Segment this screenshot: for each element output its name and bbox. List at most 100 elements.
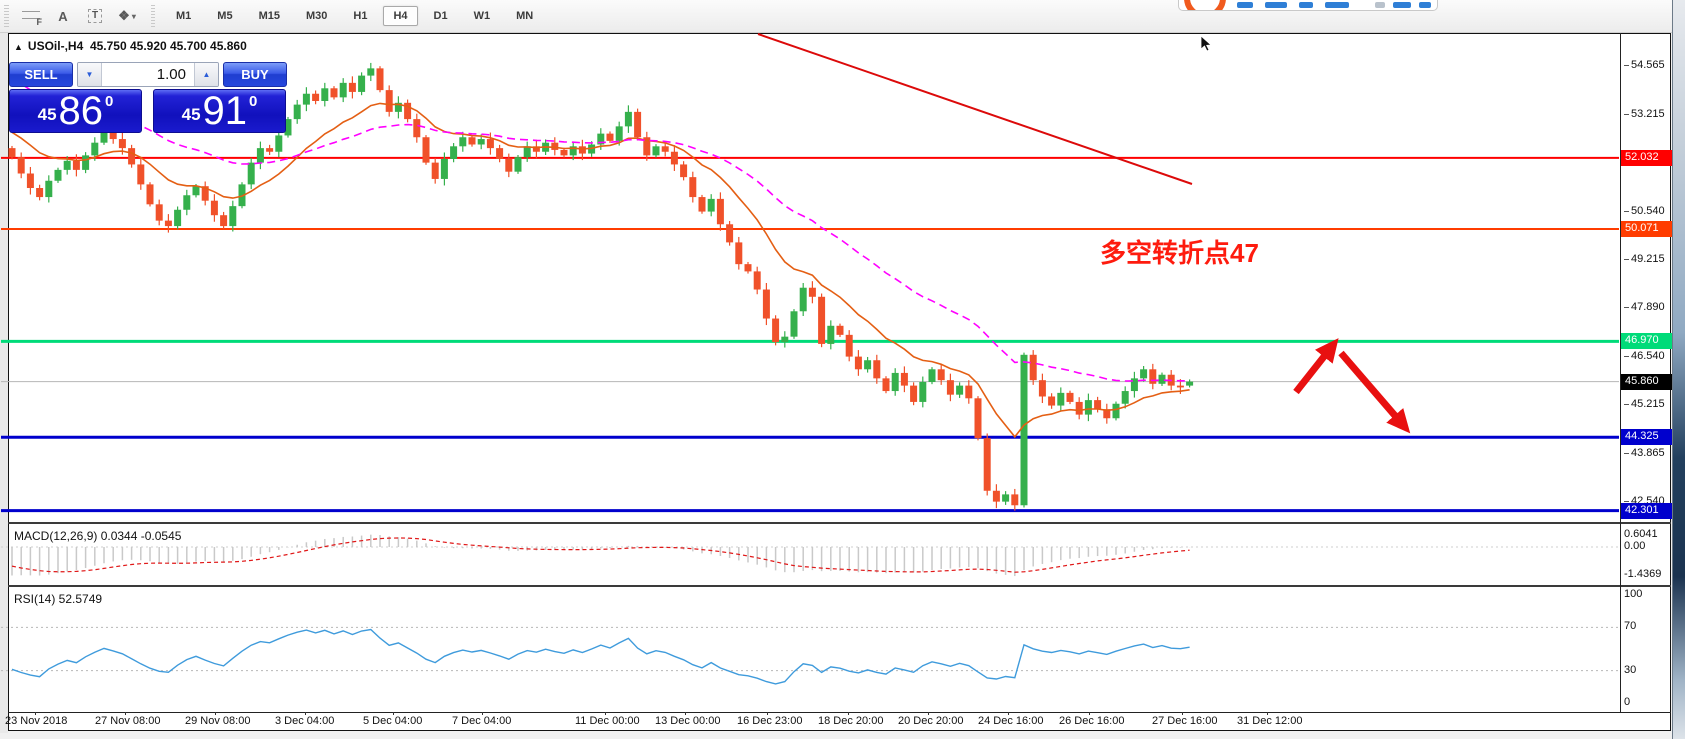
candle-body (661, 146, 669, 152)
macd-pane[interactable] (0, 525, 1620, 585)
timeframe-button-h1[interactable]: H1 (353, 10, 368, 22)
one-click-trade-panel: SELL ▼ ▲ BUY 45 86 0 45 91 0 (9, 62, 287, 133)
timeframe-button-d1[interactable]: D1 (433, 10, 448, 22)
buy-button[interactable]: BUY (223, 62, 287, 87)
candlestick-series (8, 62, 1194, 511)
sell-price-tile[interactable]: 45 86 0 (9, 89, 142, 133)
text-tool-icon[interactable]: A (58, 8, 68, 24)
candle-body (1176, 385, 1184, 388)
chevron-down-icon: ▾ (131, 11, 136, 21)
volume-decrease-button[interactable]: ▼ (78, 63, 102, 86)
rsi-title: RSI(14) 52.5749 (14, 592, 103, 606)
candle-body (505, 159, 513, 172)
timeframe-button-m15[interactable]: M15 (258, 10, 280, 22)
candle-body (937, 369, 945, 381)
arrow-up-drawing[interactable] (1293, 338, 1339, 395)
candle-body (1149, 369, 1157, 384)
candle-body (1038, 380, 1046, 397)
candle-body (8, 148, 16, 158)
fibonacci-tool-icon[interactable]: F (18, 3, 44, 29)
time-axis-line (8, 712, 1671, 713)
pane-divider[interactable] (8, 522, 1671, 524)
time-axis-tick (482, 712, 483, 715)
candle-body (63, 160, 71, 170)
time-axis-tick (685, 712, 686, 715)
buy-price-tile[interactable]: 45 91 0 (153, 89, 286, 133)
time-axis-label: 24 Dec 16:00 (978, 715, 1044, 727)
candle-body (394, 102, 402, 112)
time-axis-tick (35, 712, 36, 715)
rsi-pane[interactable] (0, 588, 1620, 711)
time-axis-label: 18 Dec 20:00 (818, 715, 884, 727)
candle-body (891, 372, 899, 392)
window-scrollbar-edge[interactable] (1672, 0, 1685, 739)
logo-glyph (1419, 2, 1431, 8)
timeframe-button-h4[interactable]: H4 (383, 6, 418, 26)
candle-body (26, 173, 34, 189)
timeframe-button-w1[interactable]: W1 (473, 10, 491, 22)
candle-body (1048, 396, 1056, 406)
candle-body (247, 162, 255, 185)
volume-input[interactable] (102, 63, 194, 86)
pane-divider[interactable] (8, 585, 1671, 587)
sell-button[interactable]: SELL (9, 62, 73, 87)
candle-body (707, 198, 715, 212)
time-axis-label: 23 Nov 2018 (5, 715, 68, 727)
candle-body (560, 149, 568, 156)
candle-body (440, 159, 448, 179)
candle-body (192, 186, 200, 196)
price-tick-label: 49.215 (1624, 253, 1678, 265)
candle-body (799, 287, 807, 312)
chart-title: ▲ USOil-,H4 45.750 45.920 45.700 45.860 (14, 39, 247, 53)
rsi-tick-label: 30 (1624, 663, 1637, 676)
candle-body (293, 104, 301, 120)
candle-body (569, 146, 577, 156)
moving-average-fast[interactable] (11, 102, 1190, 439)
candle-body (82, 155, 90, 170)
price-level-badge: 46.970 (1621, 333, 1677, 350)
macd-signal-line[interactable] (11, 537, 1190, 573)
candle-body (266, 148, 274, 152)
candle-body (854, 356, 862, 370)
candle-body (624, 111, 632, 127)
candle-body (413, 119, 421, 138)
volume-stepper: ▼ ▲ (77, 62, 219, 87)
candle-body (1066, 392, 1074, 402)
candle-body (597, 133, 605, 145)
rsi-line[interactable] (11, 628, 1190, 685)
arrow-down-drawing[interactable] (1338, 350, 1411, 434)
candle-body (1084, 400, 1092, 415)
time-axis-label: 31 Dec 12:00 (1237, 715, 1303, 727)
candle-body (606, 133, 614, 141)
collapse-triangle-icon[interactable]: ▲ (14, 42, 23, 52)
candle-body (698, 197, 706, 212)
time-axis-label: 27 Dec 16:00 (1152, 715, 1218, 727)
candle-body (578, 146, 586, 154)
timeframe-button-m1[interactable]: M1 (176, 10, 192, 22)
logo-glyph (1299, 2, 1313, 8)
trendline[interactable] (757, 33, 1193, 185)
rsi-tick-label: 0 (1624, 696, 1631, 708)
timeframe-button-m5[interactable]: M5 (217, 10, 233, 22)
logo-glyph (1325, 2, 1349, 8)
timeframe-button-mn[interactable]: MN (516, 10, 534, 22)
toolbar-grip[interactable] (4, 5, 9, 27)
candle-body (919, 381, 927, 402)
candle-body (275, 135, 283, 152)
candle-body (680, 164, 688, 178)
candle-body (992, 490, 1000, 502)
time-axis-label: 3 Dec 04:00 (275, 715, 335, 727)
objects-tool-icon[interactable]: ❖ ▾ (114, 3, 140, 29)
candle-body (146, 184, 154, 205)
label-glyph: T (87, 9, 103, 23)
label-tool-icon[interactable]: T (82, 3, 108, 29)
volume-increase-button[interactable]: ▲ (194, 63, 218, 86)
moving-average-slow[interactable] (11, 77, 1190, 382)
candle-body (1020, 354, 1028, 506)
timeframe-button-m30[interactable]: M30 (305, 10, 328, 22)
candle-body (450, 146, 458, 160)
price-tick-label: 54.565 (1624, 59, 1678, 71)
candle-body (965, 385, 973, 399)
price-chart-pane[interactable] (0, 33, 1620, 522)
buy-price-big-digits: 91 (202, 89, 248, 133)
